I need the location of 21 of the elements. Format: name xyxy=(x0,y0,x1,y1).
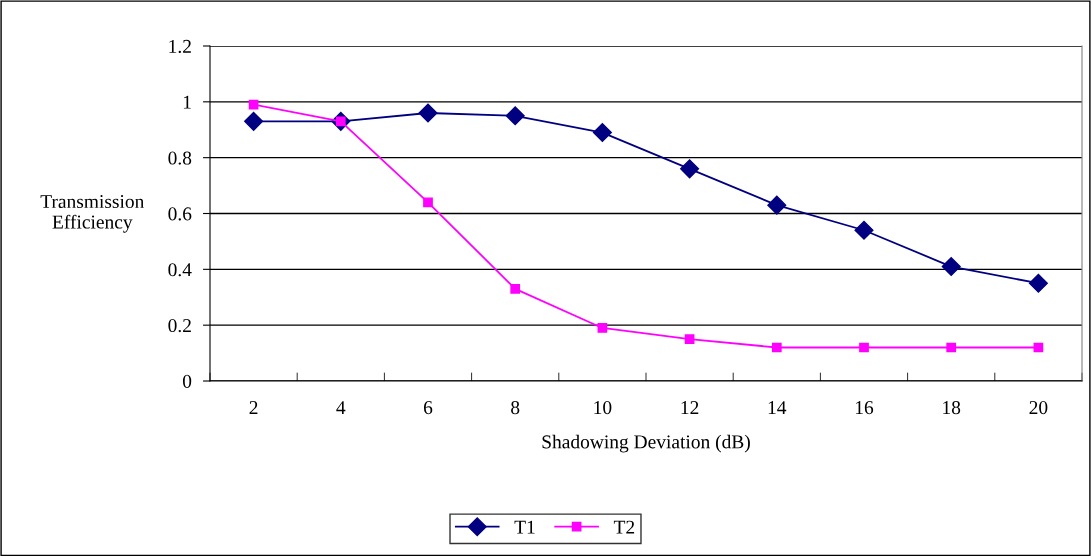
y-tick-label: 0.4 xyxy=(168,263,192,277)
x-tick-label: 18 xyxy=(943,401,961,415)
x-tick-label: 4 xyxy=(336,401,346,414)
x-tick-label: 12 xyxy=(681,401,699,414)
x-tick-label: 10 xyxy=(594,401,612,415)
x-axis-title: Shadowing Deviation (dB) xyxy=(542,434,750,453)
x-tick-label: 20 xyxy=(1029,401,1048,415)
x-tick-label: 16 xyxy=(855,401,874,415)
y-tick-label: 0.8 xyxy=(168,151,192,165)
y-tick-label: 0 xyxy=(182,374,192,388)
x-tick-label: 14 xyxy=(768,401,787,414)
y-tick-label: 0.2 xyxy=(168,318,191,333)
legend-label: T1 xyxy=(514,520,535,534)
x-tick-label: 6 xyxy=(423,401,433,415)
x-tick-label: 2 xyxy=(249,401,258,414)
x-tick-label: 8 xyxy=(511,401,520,415)
y-tick-label: 0.6 xyxy=(168,207,192,221)
y-axis-title: Transmission Efficiency xyxy=(40,194,145,233)
legend-label: T2 xyxy=(613,520,635,534)
y-tick-label: 1 xyxy=(183,95,191,109)
y-tick-label: 1.2 xyxy=(169,39,191,54)
